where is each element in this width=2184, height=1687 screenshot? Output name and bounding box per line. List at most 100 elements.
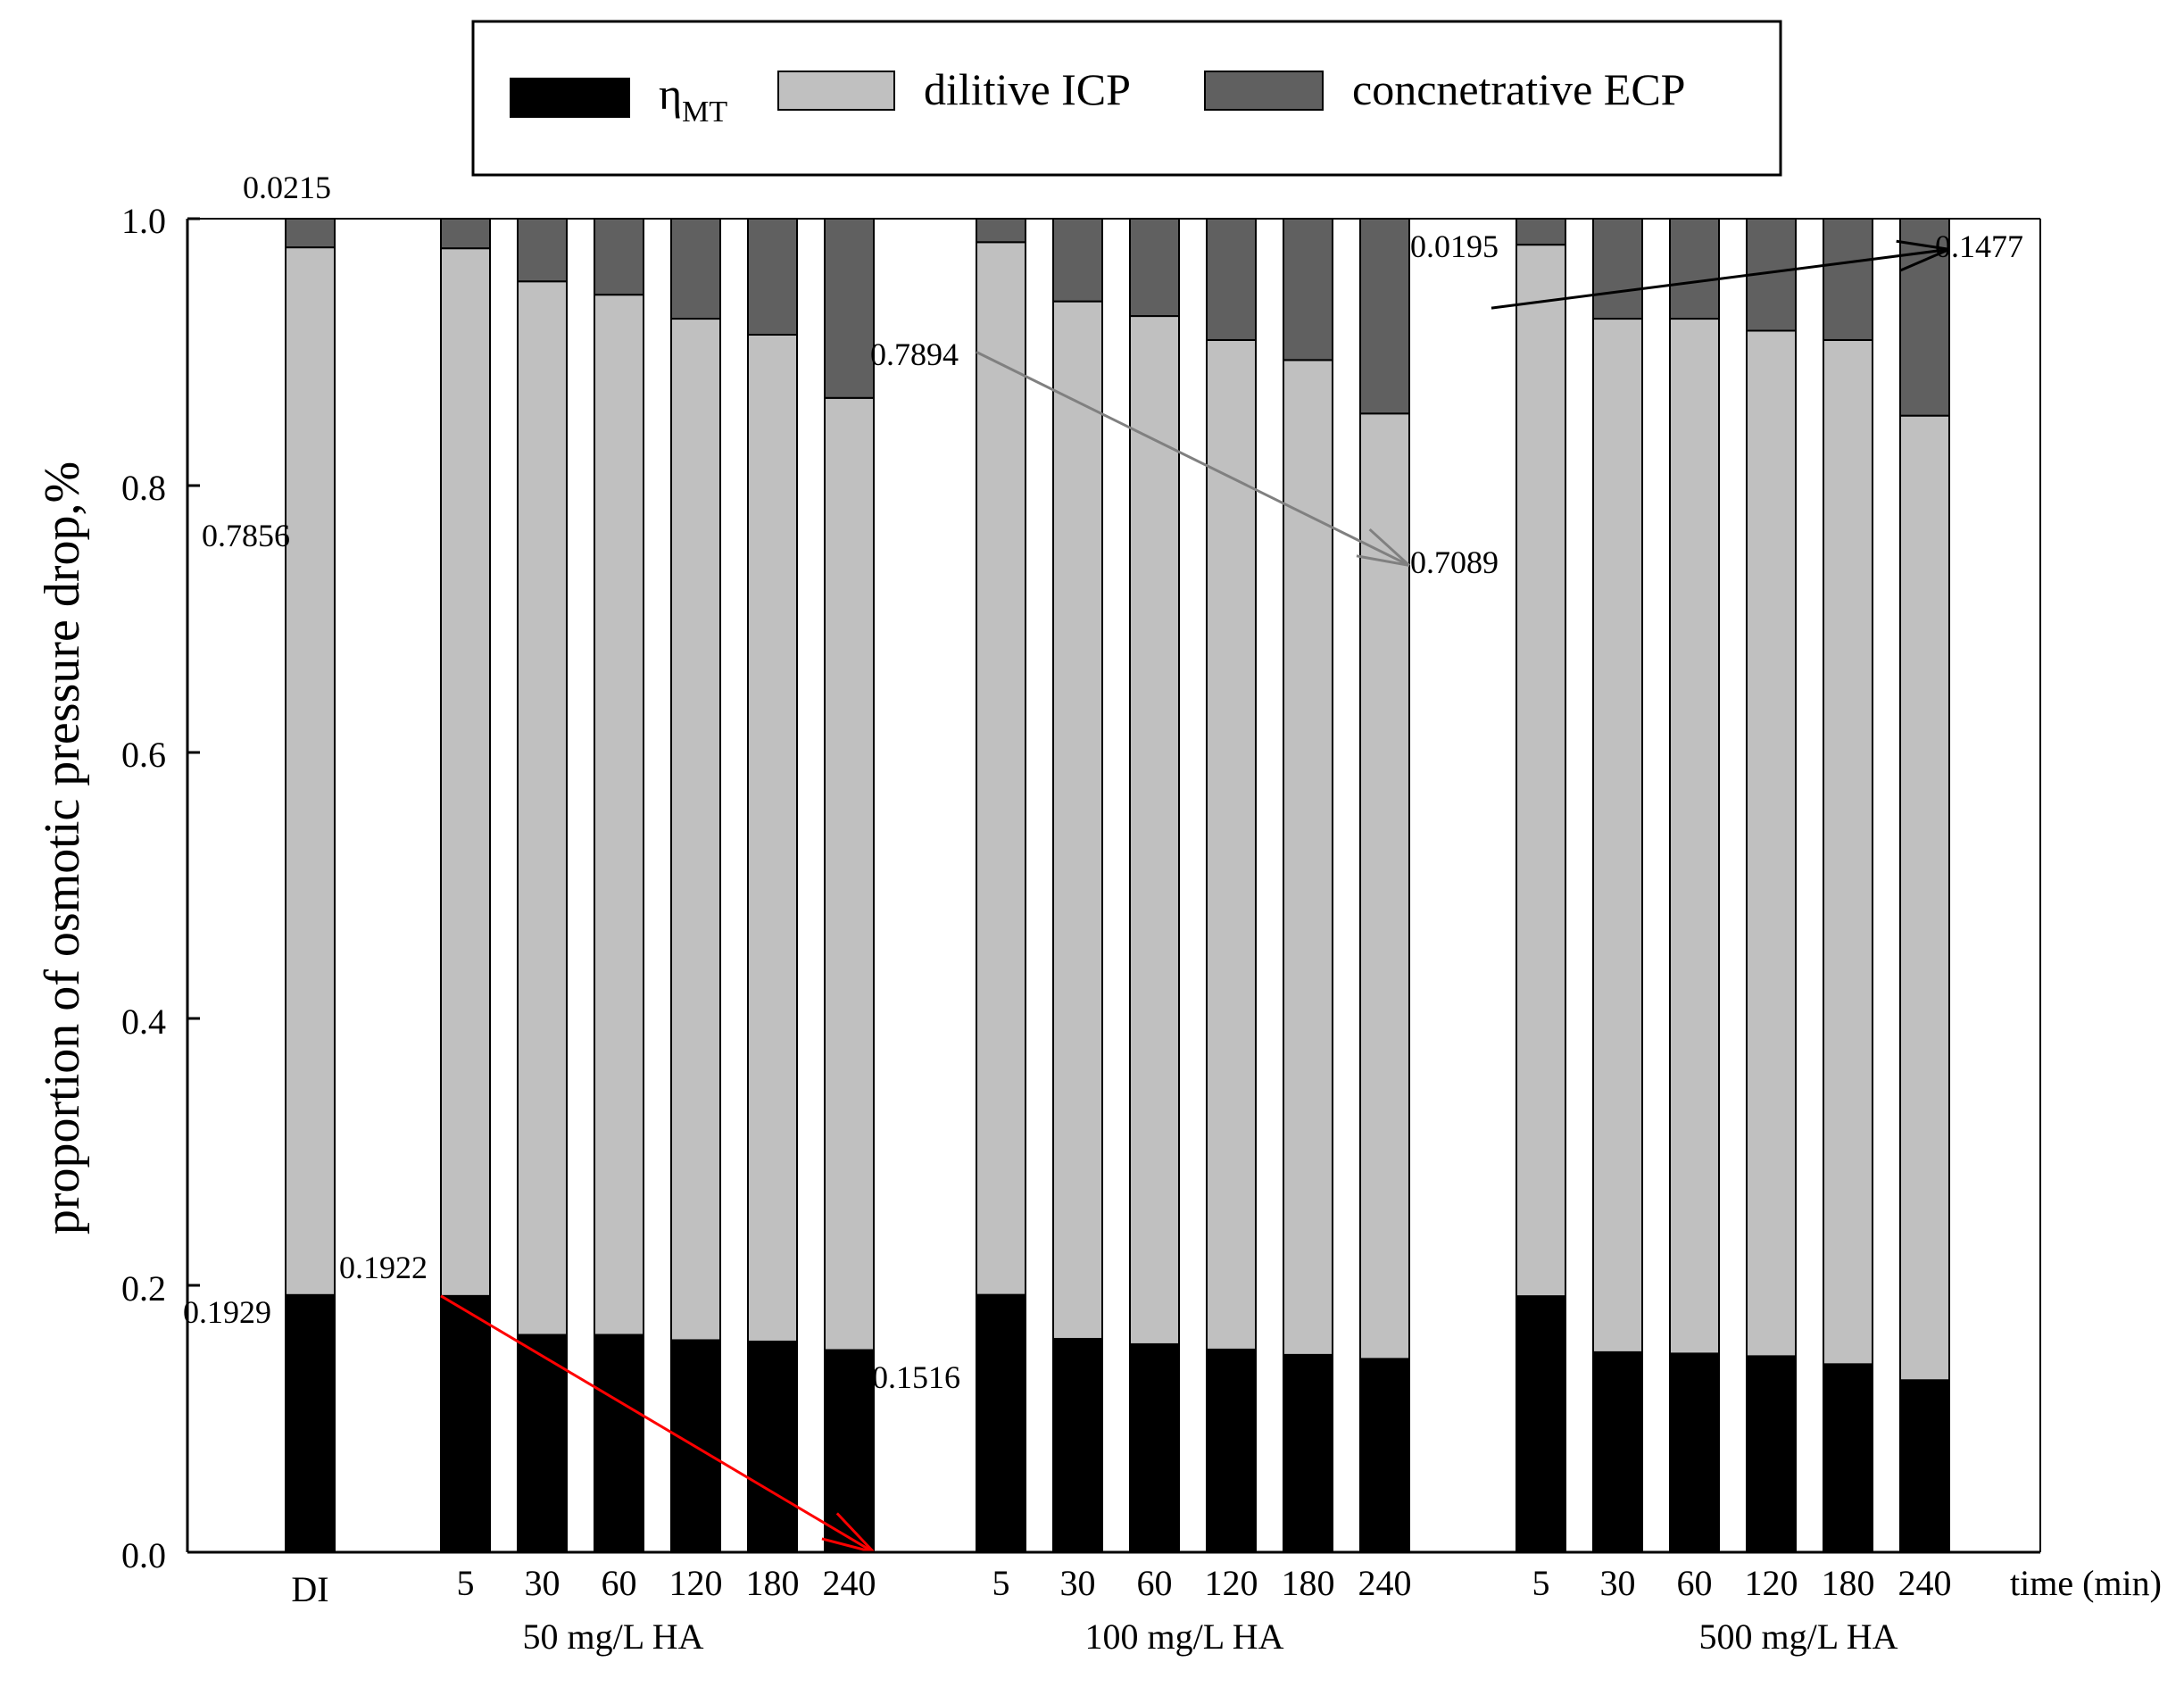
bar-segment-ecp [1052,218,1103,303]
legend-label-ecp: concnetrative ECP [1352,64,1686,114]
annotation: 0.1516 [872,1359,960,1395]
bar-segment-icp [517,280,568,1336]
x-tick-label: 240 [1898,1563,1952,1603]
x-tick-label: 5 [992,1563,1010,1603]
x-tick-label: 240 [1358,1563,1412,1603]
bar-segment-icp [1823,338,1873,1366]
bar-segment-ecp [1283,218,1333,362]
bar-segment-eta [1592,1350,1643,1554]
x-axis-label: time (min) [2010,1563,2162,1603]
x-tick-label: 30 [525,1563,561,1603]
bar-segment-ecp [440,218,491,250]
bar-segment-icp [440,247,491,1297]
y-axis-label: proportion of osmotic pressure drop,% [35,461,90,1234]
bar-segment-icp [976,241,1026,1296]
bar-segment-ecp [1592,218,1643,320]
bar-segment-ecp [976,218,1026,244]
bar-segment-icp [1592,318,1643,1353]
y-tick-label: 0.0 [121,1535,166,1575]
group-label-50: 50 mg/L HA [523,1616,704,1657]
trend-arrow-head [835,1512,876,1554]
bar-segment-icp [670,318,721,1342]
x-tick-label: 30 [1060,1563,1096,1603]
bar-segment-icp [1129,315,1180,1345]
y-tick-label: 0.4 [121,1001,166,1042]
x-tick-label: 120 [1745,1563,1798,1603]
bar-segment-ecp [594,218,644,296]
bar-segment-eta [1899,1379,1950,1554]
bar-segment-eta [1746,1355,1797,1553]
bar-segment-icp [594,294,644,1336]
bar-segment-ecp [1669,218,1720,320]
bar-segment-icp [1669,318,1720,1355]
trend-arrow-head [1368,528,1411,567]
legend: ηMT dilitive ICP concnetrative ECP [471,20,1782,177]
annotation: 0.7894 [870,337,959,372]
x-tick-label: 60 [1677,1563,1713,1603]
legend-swatch-icp [777,71,895,111]
x-tick-labels: DI 5 30 60 120 180 240 5 30 60 120 180 240 5 30 60 120 18… [291,1563,1951,1609]
x-tick-label: DI [291,1569,328,1609]
bar-segment-eta [1129,1342,1180,1554]
x-tick-label: 120 [669,1563,723,1603]
bar-segment-ecp [285,218,336,249]
annotation: 0.0195 [1410,229,1499,264]
bar-segment-eta [1283,1353,1333,1553]
trend-arrow-line [440,1294,875,1554]
x-tick-label: 180 [1822,1563,1875,1603]
annotation: 0.7089 [1410,544,1499,580]
bar-segment-eta [824,1349,875,1554]
x-tick-label: 120 [1205,1563,1258,1603]
bar-segment-ecp [1516,218,1566,246]
annotation: 0.1922 [339,1250,428,1285]
group-label-500: 500 mg/L HA [1699,1616,1898,1657]
legend-label-icp: dilitive ICP [924,64,1131,114]
bar-segment-eta [747,1340,798,1553]
trend-arrow-head [1356,554,1410,567]
bar-segment-icp [824,396,875,1351]
bar-segment-ecp [747,218,798,336]
legend-label-eta: ηMT [659,69,727,129]
bar-segment-ecp [824,218,875,399]
bar-segment-eta [1052,1337,1103,1553]
bar-segment-icp [1283,359,1333,1356]
trend-arrow-line [976,351,1410,567]
legend-box [471,20,1782,177]
x-tick-label: 240 [823,1563,876,1603]
annotation: 0.0215 [243,170,331,205]
x-tick-label: 30 [1600,1563,1636,1603]
trend-arrows [440,239,1950,1554]
bar-segment-eta [976,1293,1026,1553]
x-tick-label: 5 [457,1563,475,1603]
trend-arrow-line [1491,247,1950,310]
bars [285,218,1950,1554]
bar-segment-eta [285,1293,336,1553]
bar-segment-ecp [670,218,721,320]
bar-segment-icp [1516,244,1566,1298]
legend-swatch-eta [510,78,630,118]
bar-segment-eta [1516,1295,1566,1553]
bar-segment-ecp [1206,218,1257,341]
annotation: 0.1477 [1935,229,2023,264]
y-tick-label: 0.2 [121,1268,166,1309]
trend-arrow-head [1896,239,1950,251]
bar-segment-ecp [1129,218,1180,318]
x-tick-label: 180 [746,1563,800,1603]
trend-arrow-head [821,1537,875,1554]
y-tick-label: 0.6 [121,735,166,775]
bar-segment-eta [1669,1352,1720,1554]
bar-segment-icp [1746,329,1797,1358]
bar-segment-icp [1052,300,1103,1340]
bar-segment-eta [517,1334,568,1554]
legend-swatch-ecp [1204,71,1324,111]
annotation: 0.1929 [183,1294,271,1330]
x-tick-label: 60 [1137,1563,1173,1603]
x-tick-label: 180 [1282,1563,1335,1603]
bar-segment-icp [1899,414,1950,1382]
bar-segment-icp [1206,338,1257,1350]
y-ticks: 0.0 0.2 0.4 0.6 0.8 1.0 [121,201,166,1575]
bar-segment-eta [1359,1358,1410,1553]
bar-segment-icp [747,333,798,1342]
trend-arrow-head [1899,247,1950,272]
